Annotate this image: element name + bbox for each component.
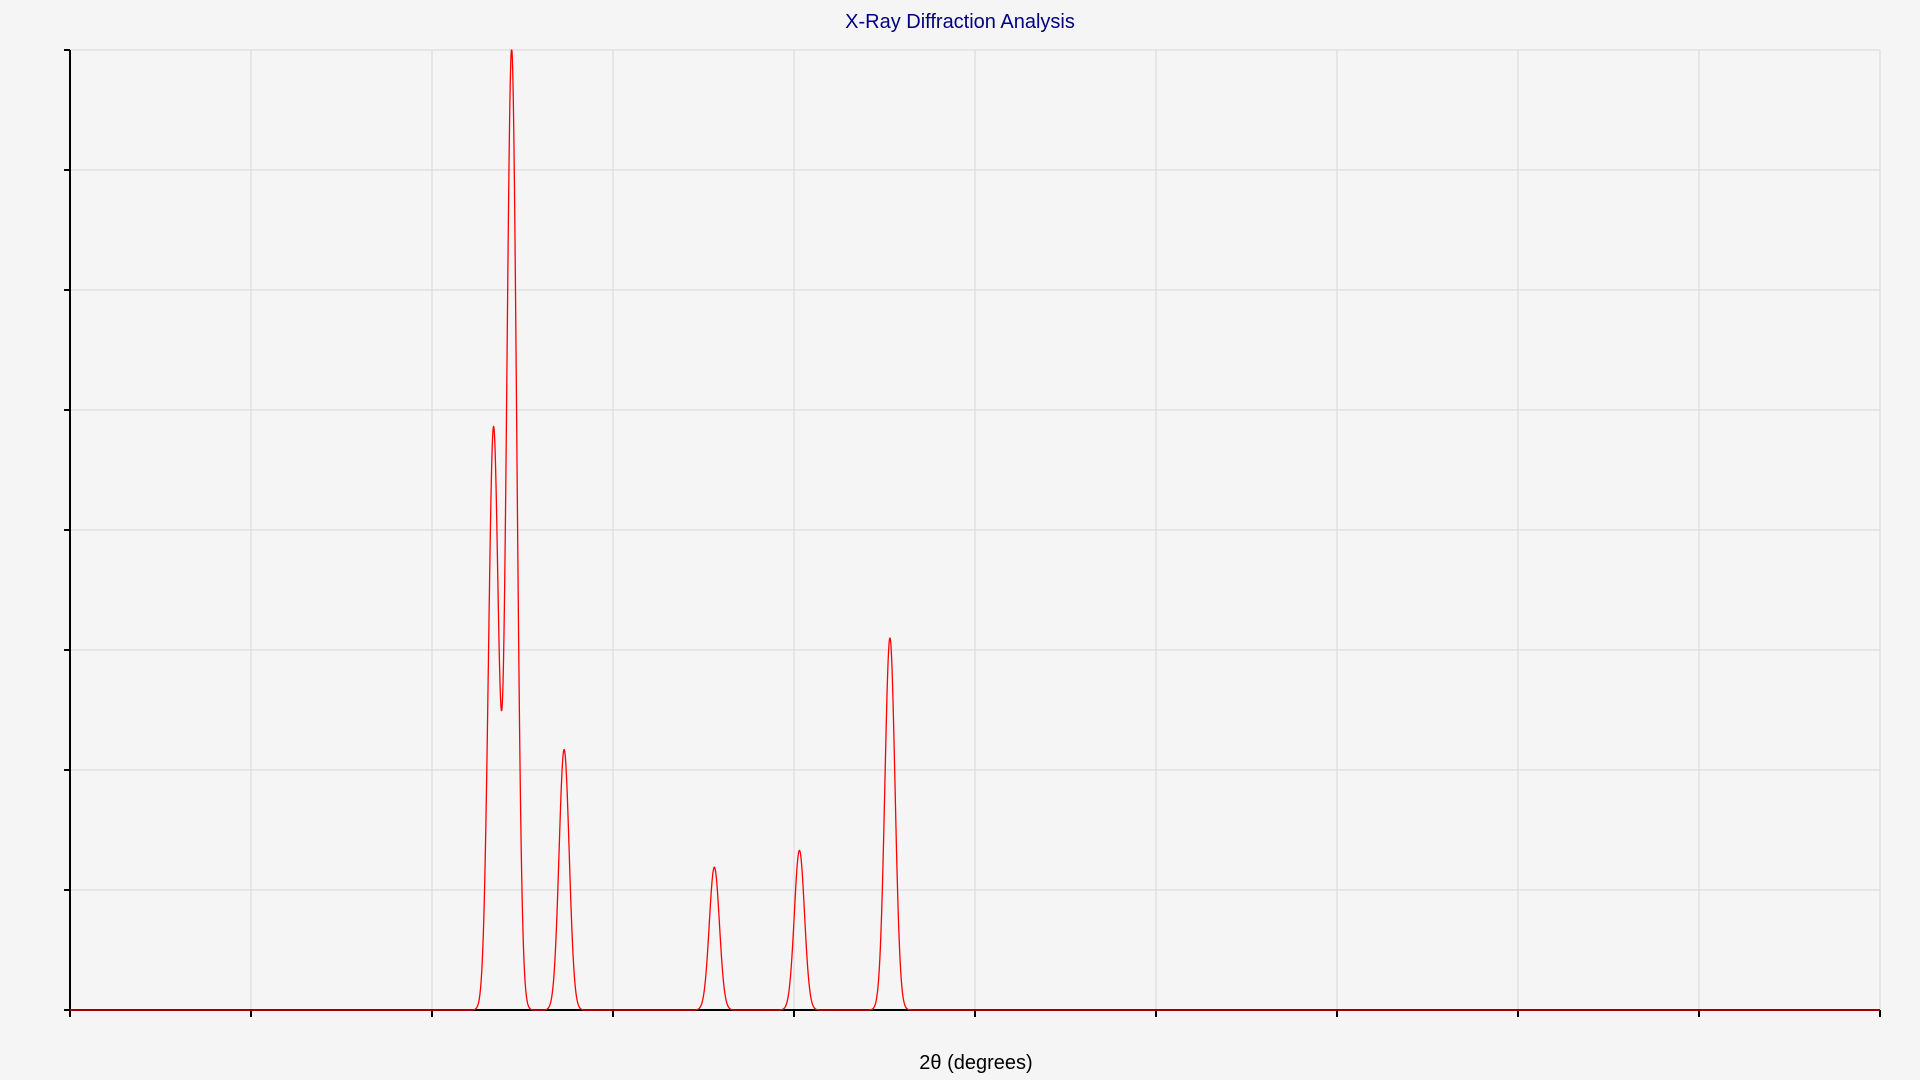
x-axis-label: 2θ (degrees)	[919, 1052, 1032, 1074]
chart-title: X-Ray Diffraction Analysis	[845, 11, 1075, 33]
series-layer	[69, 49, 1881, 1011]
series-line-0	[69, 49, 1881, 1011]
